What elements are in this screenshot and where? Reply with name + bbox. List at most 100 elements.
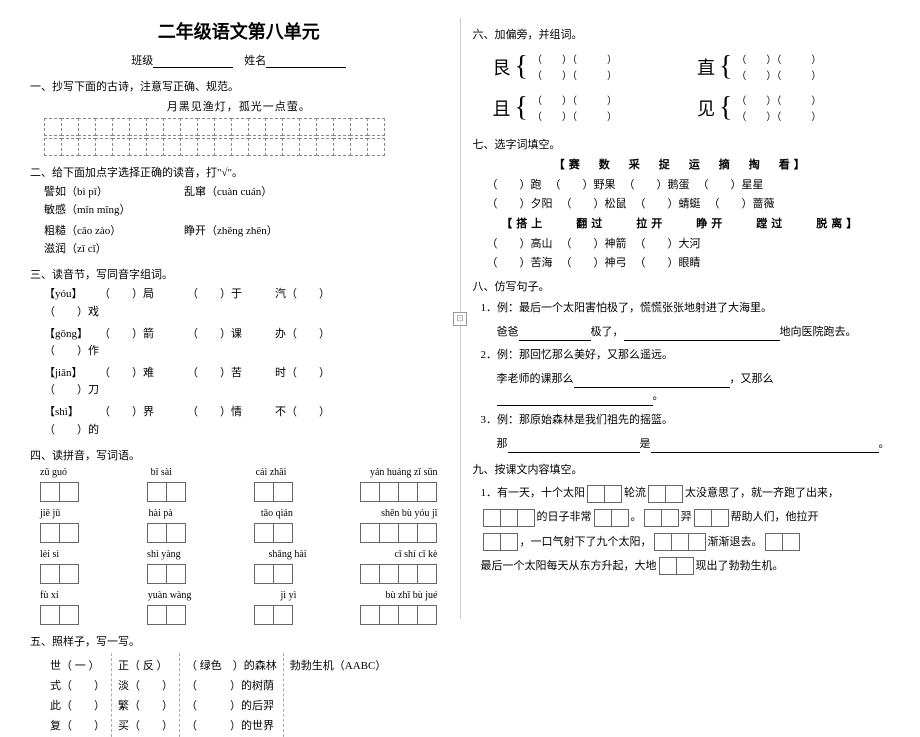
character-box[interactable] — [254, 482, 293, 502]
homophone-blank[interactable]: （ ）课 — [187, 326, 275, 344]
fill-blank[interactable]: （ ）神箭 — [561, 235, 627, 251]
example-cell[interactable]: 买（ ） — [118, 717, 173, 733]
name-label: 姓名 — [244, 55, 266, 67]
pinyin-choice[interactable]: 粗糙（cāo zào） — [44, 223, 184, 241]
homophone-blank[interactable]: （ ）难 — [99, 365, 187, 383]
homophone-blank[interactable]: 不（ ） — [275, 404, 363, 422]
homophone-blank[interactable]: （ ）戏 — [44, 304, 132, 322]
homophone-blank[interactable]: （ ）作 — [44, 343, 132, 361]
passage-text: 太没意思了，就一齐跑了出来， — [685, 487, 839, 499]
character-box[interactable] — [360, 564, 437, 584]
example-cell[interactable] — [290, 693, 387, 705]
character-box[interactable] — [40, 605, 79, 625]
fill-blank[interactable]: （ ）跑 — [487, 176, 542, 192]
passage-text: 的日子非常 — [537, 511, 592, 523]
imitate-sentence[interactable]: 那是。 — [497, 436, 891, 454]
fill-blank[interactable]: （ ）蜻蜓 — [635, 195, 701, 211]
fill-blank[interactable]: （ ）眼睛 — [635, 254, 701, 270]
example-cell[interactable]: 淡（ ） — [118, 677, 173, 693]
homophone-blank[interactable]: （ ）于 — [187, 286, 275, 304]
example-sentence: 3．例：那原始森林是我们祖先的摇篮。 — [481, 412, 891, 430]
example-cell[interactable]: 繁（ ） — [118, 697, 173, 713]
pinyin-choice[interactable]: 敏感（mǐn mǐng） — [44, 202, 184, 220]
character-box[interactable] — [594, 509, 629, 527]
character-box[interactable] — [40, 482, 79, 502]
page-marker-icon: ⊡ — [453, 312, 467, 326]
fill-blank[interactable]: （ ）松鼠 — [561, 195, 627, 211]
fill-blank[interactable]: （ ）鹅蛋 — [624, 176, 690, 192]
pinyin-key: 【gōng】 — [44, 326, 99, 344]
radical-item[interactable]: 艮{（ ）（ ）（ ）（ ） — [493, 50, 617, 83]
homophone-blank[interactable]: （ ）刀 — [44, 382, 132, 400]
character-box[interactable] — [587, 485, 622, 503]
fill-blank[interactable]: （ ）高山 — [487, 235, 553, 251]
character-box[interactable] — [694, 509, 729, 527]
radical-item[interactable]: 见{（ ）（ ）（ ）（ ） — [697, 91, 821, 124]
fill-blank[interactable]: （ ）蔷薇 — [709, 195, 775, 211]
class-blank[interactable] — [153, 56, 233, 68]
homophone-blank[interactable]: 时（ ） — [275, 365, 363, 383]
character-box[interactable] — [40, 564, 79, 584]
character-box[interactable] — [648, 485, 683, 503]
example-cell[interactable]: 世（ 一 ） — [50, 657, 105, 673]
imitate-sentence[interactable]: 李老师的课那么，又那么。 — [497, 371, 891, 406]
radical-item[interactable]: 且{（ ）（ ）（ ）（ ） — [493, 91, 617, 124]
example-cell[interactable]: （ ）的世界 — [186, 717, 277, 733]
character-box[interactable] — [147, 523, 186, 543]
imitate-sentence[interactable]: 爸爸极了，地向医院跑去。 — [497, 324, 891, 342]
radical-item[interactable]: 直{（ ）（ ）（ ）（ ） — [697, 50, 821, 83]
homophone-blank[interactable]: （ ）箭 — [99, 326, 187, 344]
name-blank[interactable] — [266, 56, 346, 68]
homophone-blank[interactable]: 汽（ ） — [275, 286, 363, 304]
passage-text: 帮助人们，他拉开 — [731, 511, 819, 523]
fill-word-row: （ ）夕阳 （ ）松鼠 （ ）蜻蜓 （ ）蔷薇 — [487, 195, 891, 211]
example-cell[interactable]: （ 绿色 ）的森林 — [186, 657, 277, 673]
character-box[interactable] — [40, 523, 79, 543]
character-box[interactable] — [483, 509, 535, 527]
example-cell[interactable]: （ ）的树荫 — [186, 677, 277, 693]
pinyin-choice[interactable]: 睁开（zhēng zhēn） — [184, 223, 324, 241]
character-box[interactable] — [360, 482, 437, 502]
character-box[interactable] — [654, 533, 706, 551]
character-box[interactable] — [765, 533, 800, 551]
example-cell[interactable]: （ ）的后羿 — [186, 697, 277, 713]
character-box[interactable] — [254, 523, 293, 543]
character-box[interactable] — [254, 605, 293, 625]
homophone-blank[interactable]: （ ）情 — [187, 404, 275, 422]
fill-blank[interactable]: （ ）大河 — [635, 235, 701, 251]
character-box[interactable] — [360, 523, 437, 543]
fill-blank[interactable]: （ ）苦海 — [487, 254, 553, 270]
homophone-blank[interactable]: （ ）界 — [99, 404, 187, 422]
pinyin-key: 【shì】 — [44, 404, 99, 422]
homophone-blank[interactable]: （ ）局 — [99, 286, 187, 304]
character-box[interactable] — [147, 482, 186, 502]
pinyin-label: tāo qián — [261, 508, 293, 521]
example-cell[interactable]: 正（ 反 ） — [118, 657, 173, 673]
copy-grid[interactable] — [44, 118, 448, 156]
pinyin-choice[interactable]: 乱窜（cuàn cuán） — [184, 184, 324, 202]
pinyin-choice[interactable]: 滋润（zī cī） — [44, 241, 184, 259]
radical-char: 直 — [697, 54, 715, 80]
homophone-blank[interactable]: （ ）的 — [44, 422, 132, 440]
character-box[interactable] — [483, 533, 518, 551]
fill-blank[interactable]: （ ）夕阳 — [487, 195, 553, 211]
character-box[interactable] — [659, 557, 694, 575]
fill-blank[interactable]: （ ）野果 — [550, 176, 616, 192]
homophone-blank[interactable]: 办（ ） — [275, 326, 363, 344]
pinyin-choice[interactable]: 譬如（bì pǐ） — [44, 184, 184, 202]
homophone-blank[interactable]: （ ）苦 — [187, 365, 275, 383]
character-box[interactable] — [147, 605, 186, 625]
example-cell[interactable]: 勃勃生机（AABC） — [290, 657, 387, 673]
fill-blank[interactable]: （ ）星星 — [698, 176, 764, 192]
example-cell[interactable]: 此（ ） — [50, 697, 105, 713]
character-box[interactable] — [644, 509, 679, 527]
example-cell[interactable]: 复（ ） — [50, 717, 105, 733]
character-box[interactable] — [254, 564, 293, 584]
fill-blank[interactable]: （ ）神弓 — [561, 254, 627, 270]
example-cell[interactable] — [290, 709, 387, 721]
character-box[interactable] — [360, 605, 437, 625]
example-cell[interactable] — [290, 677, 387, 689]
character-box[interactable] — [147, 564, 186, 584]
passage-fill[interactable]: 1．有一天，十个太阳轮流太没意思了，就一齐跑了出来，的日子非常。羿帮助人们，他拉… — [481, 481, 891, 578]
example-cell[interactable]: 式（ ） — [50, 677, 105, 693]
